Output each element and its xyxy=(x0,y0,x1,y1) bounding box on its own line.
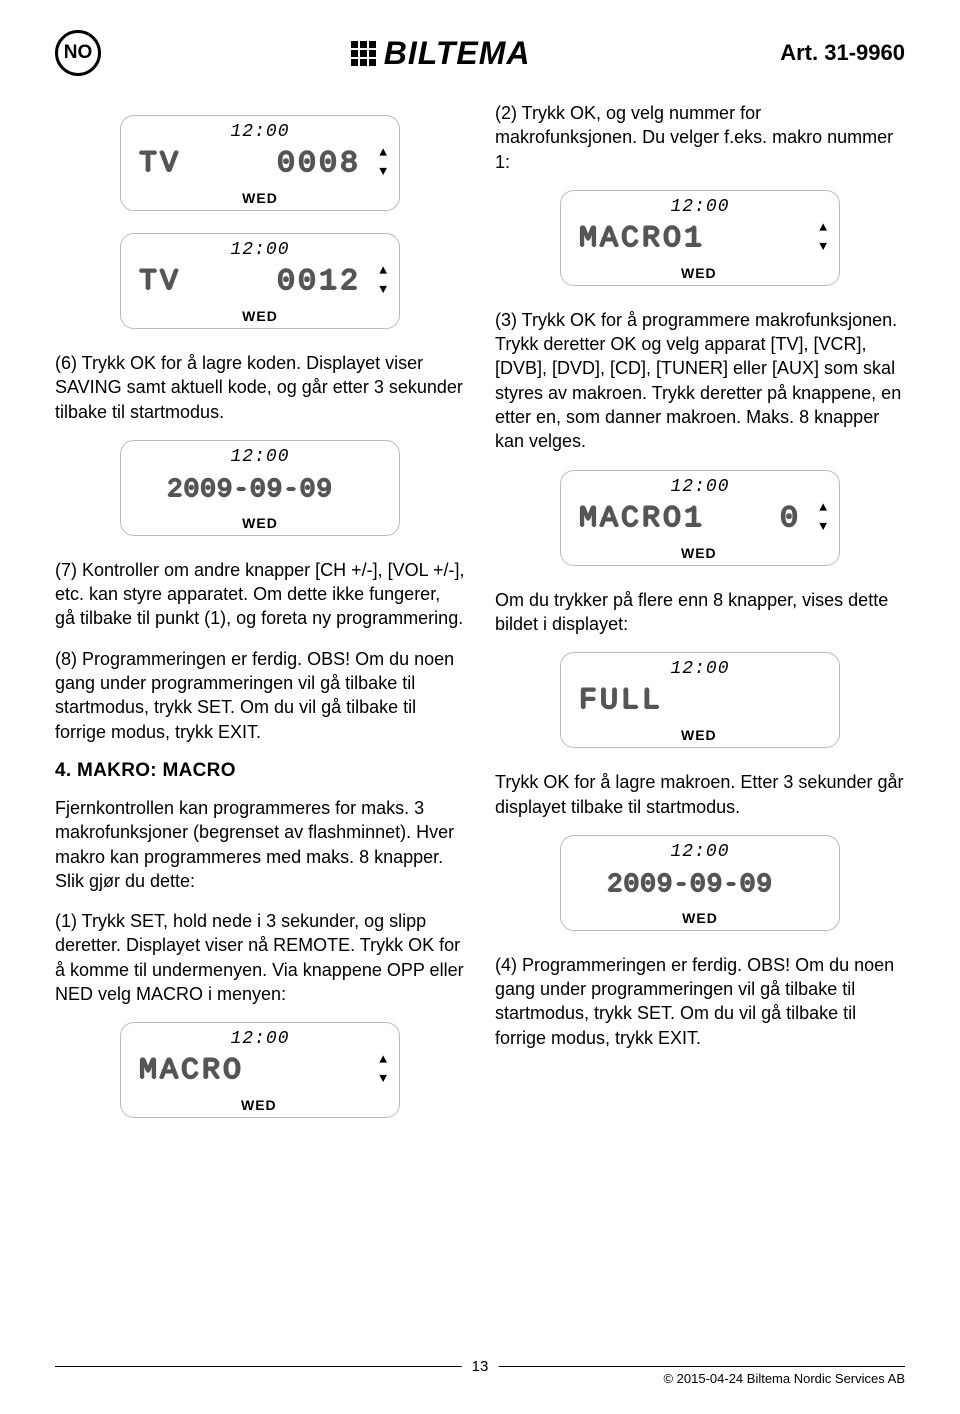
step-3-text: (3) Trykk OK for å programmere makrofunk… xyxy=(495,308,905,454)
lcd-date-2: 12:00 2009-09-09 WED xyxy=(495,835,905,931)
lcd-macro: 12:00 MACRO ▲▼ WED xyxy=(55,1022,465,1118)
copyright-text: © 2015-04-24 Biltema Nordic Services AB xyxy=(663,1371,905,1386)
lcd-time: 12:00 xyxy=(230,447,289,467)
brand-logo: BILTEMA xyxy=(351,35,531,72)
lcd-time: 12:00 xyxy=(230,122,289,142)
brand-logo-text: BILTEMA xyxy=(384,35,531,72)
lcd-day: WED xyxy=(241,1097,277,1113)
updown-arrows-icon: ▲▼ xyxy=(379,1053,387,1085)
content-columns: 12:00 TV 0008 ▲▼ WED 12:00 TV 0012 ▲▼ WE… xyxy=(55,101,905,1140)
lcd-macro1: 12:00 MACRO1 ▲▼ WED xyxy=(495,190,905,286)
lcd-center-text: 2009-09-09 xyxy=(607,869,773,899)
lcd-day: WED xyxy=(242,515,278,531)
lcd-left-text: FULL xyxy=(579,684,663,718)
lcd-day: WED xyxy=(242,308,278,324)
press-ok-text: Trykk OK for å lagre makroen. Etter 3 se… xyxy=(495,770,905,819)
lcd-time: 12:00 xyxy=(670,477,729,497)
lcd-left-text: MACRO1 xyxy=(579,222,705,256)
section-4-heading: 4. MAKRO: MACRO xyxy=(55,760,465,782)
step-1-text: (1) Trykk SET, hold nede i 3 sekunder, o… xyxy=(55,909,465,1006)
page-footer: 13 © 2015-04-24 Biltema Nordic Services … xyxy=(55,1366,905,1386)
lcd-macro1-0: 12:00 MACRO1 0 ▲▼ WED xyxy=(495,470,905,566)
lcd-right-text: 0008 xyxy=(277,147,361,181)
step-7-text: (7) Kontroller om andre knapper [CH +/-]… xyxy=(55,558,465,631)
left-column: 12:00 TV 0008 ▲▼ WED 12:00 TV 0012 ▲▼ WE… xyxy=(55,101,465,1140)
lcd-left-text: MACRO xyxy=(139,1054,244,1088)
over-8-text: Om du trykker på flere enn 8 knapper, vi… xyxy=(495,588,905,637)
lcd-date: 12:00 2009-09-09 WED xyxy=(55,440,465,536)
step-8-text: (8) Programmeringen er ferdig. OBS! Om d… xyxy=(55,647,465,744)
lcd-day: WED xyxy=(682,910,718,926)
lcd-day: WED xyxy=(681,265,717,281)
updown-arrows-icon: ▲▼ xyxy=(379,264,387,296)
logo-grid-icon xyxy=(351,41,376,66)
macro-intro-text: Fjernkontrollen kan programmeres for mak… xyxy=(55,796,465,893)
page-number: 13 xyxy=(462,1358,499,1375)
lcd-left-text: TV xyxy=(139,265,181,299)
lcd-tv-0008: 12:00 TV 0008 ▲▼ WED xyxy=(55,115,465,211)
step-4-text: (4) Programmeringen er ferdig. OBS! Om d… xyxy=(495,953,905,1050)
lcd-day: WED xyxy=(681,545,717,561)
updown-arrows-icon: ▲▼ xyxy=(819,221,827,253)
lcd-right-text: 0 xyxy=(780,502,801,536)
lcd-center-text: 2009-09-09 xyxy=(167,474,333,504)
lcd-time: 12:00 xyxy=(670,659,729,679)
lcd-tv-0012: 12:00 TV 0012 ▲▼ WED xyxy=(55,233,465,329)
lcd-day: WED xyxy=(242,190,278,206)
language-badge: NO xyxy=(55,30,101,76)
right-column: (2) Trykk OK, og velg nummer for makrofu… xyxy=(495,101,905,1140)
step-2-text: (2) Trykk OK, og velg nummer for makrofu… xyxy=(495,101,905,174)
lcd-right-text: 0012 xyxy=(277,265,361,299)
lcd-time: 12:00 xyxy=(670,197,729,217)
step-6-text: (6) Trykk OK for å lagre koden. Displaye… xyxy=(55,351,465,424)
article-number: Art. 31-9960 xyxy=(780,40,905,66)
lcd-full: 12:00 FULL WED xyxy=(495,652,905,748)
lcd-day: WED xyxy=(681,727,717,743)
lcd-time: 12:00 xyxy=(230,1029,289,1049)
lcd-left-text: TV xyxy=(139,147,181,181)
updown-arrows-icon: ▲▼ xyxy=(819,501,827,533)
lcd-time: 12:00 xyxy=(670,842,729,862)
page-header: NO BILTEMA Art. 31-9960 xyxy=(55,30,905,76)
lcd-left-text: MACRO1 xyxy=(579,502,705,536)
updown-arrows-icon: ▲▼ xyxy=(379,146,387,178)
lcd-time: 12:00 xyxy=(230,240,289,260)
